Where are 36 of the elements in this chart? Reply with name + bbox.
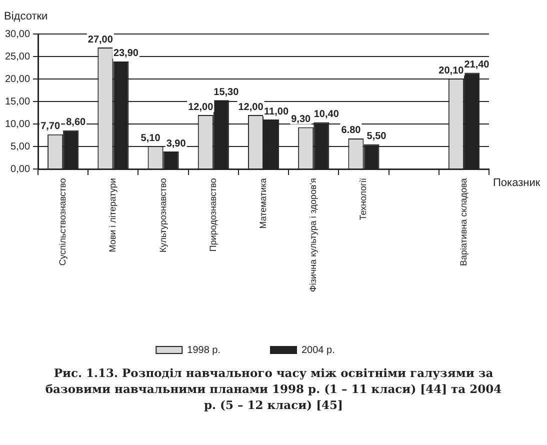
data-label: 20,10 (438, 65, 464, 76)
y-tick-label: 10,00 (4, 118, 30, 130)
data-label: 6.80 (341, 125, 362, 136)
data-label: 27,00 (88, 34, 114, 46)
text: Рис. 1.13. Розподіл навчального часу між освітніми галузями за базовими навчальними планами 1998 р. (1 – 11 класи) [44] та 2004 р. (5 – 12 класи) [45] (44, 365, 503, 413)
y-tick-label: 5,00 (10, 141, 30, 152)
x-tick-label: Культурознавство (158, 178, 168, 252)
x-tick-label: Математика (258, 178, 268, 229)
legend-label: 2004 р. (302, 344, 335, 356)
x-tick-label: Фізична культура і здоров'я (308, 178, 318, 292)
data-label: 5,10 (140, 132, 161, 144)
x-tick-label: Суспільствознавство (58, 178, 68, 266)
data-label: 11,00 (264, 106, 289, 118)
data-label: 12,00 (238, 102, 264, 113)
x-tick-label: Варіативна складова (458, 178, 468, 266)
data-label: 3,90 (166, 138, 186, 150)
data-label: 15,30 (214, 86, 240, 98)
y-tick-label: 30,00 (4, 28, 30, 40)
legend-label: 1998 р. (187, 344, 221, 356)
x-tick-label: Мови і літератури (108, 178, 118, 252)
y-tick-label: 0,00 (10, 164, 30, 175)
x-tick-label: Технології (358, 178, 368, 220)
data-label: 7,70 (40, 121, 60, 132)
data-label: 23,90 (113, 48, 139, 60)
x-tick-label: Природознавство (208, 178, 218, 252)
y-axis-title: Відсотки (4, 10, 48, 23)
x-axis-title: Показник (493, 177, 540, 190)
data-label: 8,60 (66, 117, 86, 128)
y-tick-label: 20,00 (4, 74, 30, 85)
data-label: 5,50 (366, 131, 387, 142)
data-label: 21,40 (464, 59, 490, 70)
data-label: 12,00 (188, 102, 214, 113)
y-tick-label: 15,00 (4, 96, 30, 108)
data-label: 10,40 (314, 108, 340, 120)
y-tick-label: 25,00 (4, 51, 30, 62)
data-label: 9,30 (291, 114, 312, 125)
